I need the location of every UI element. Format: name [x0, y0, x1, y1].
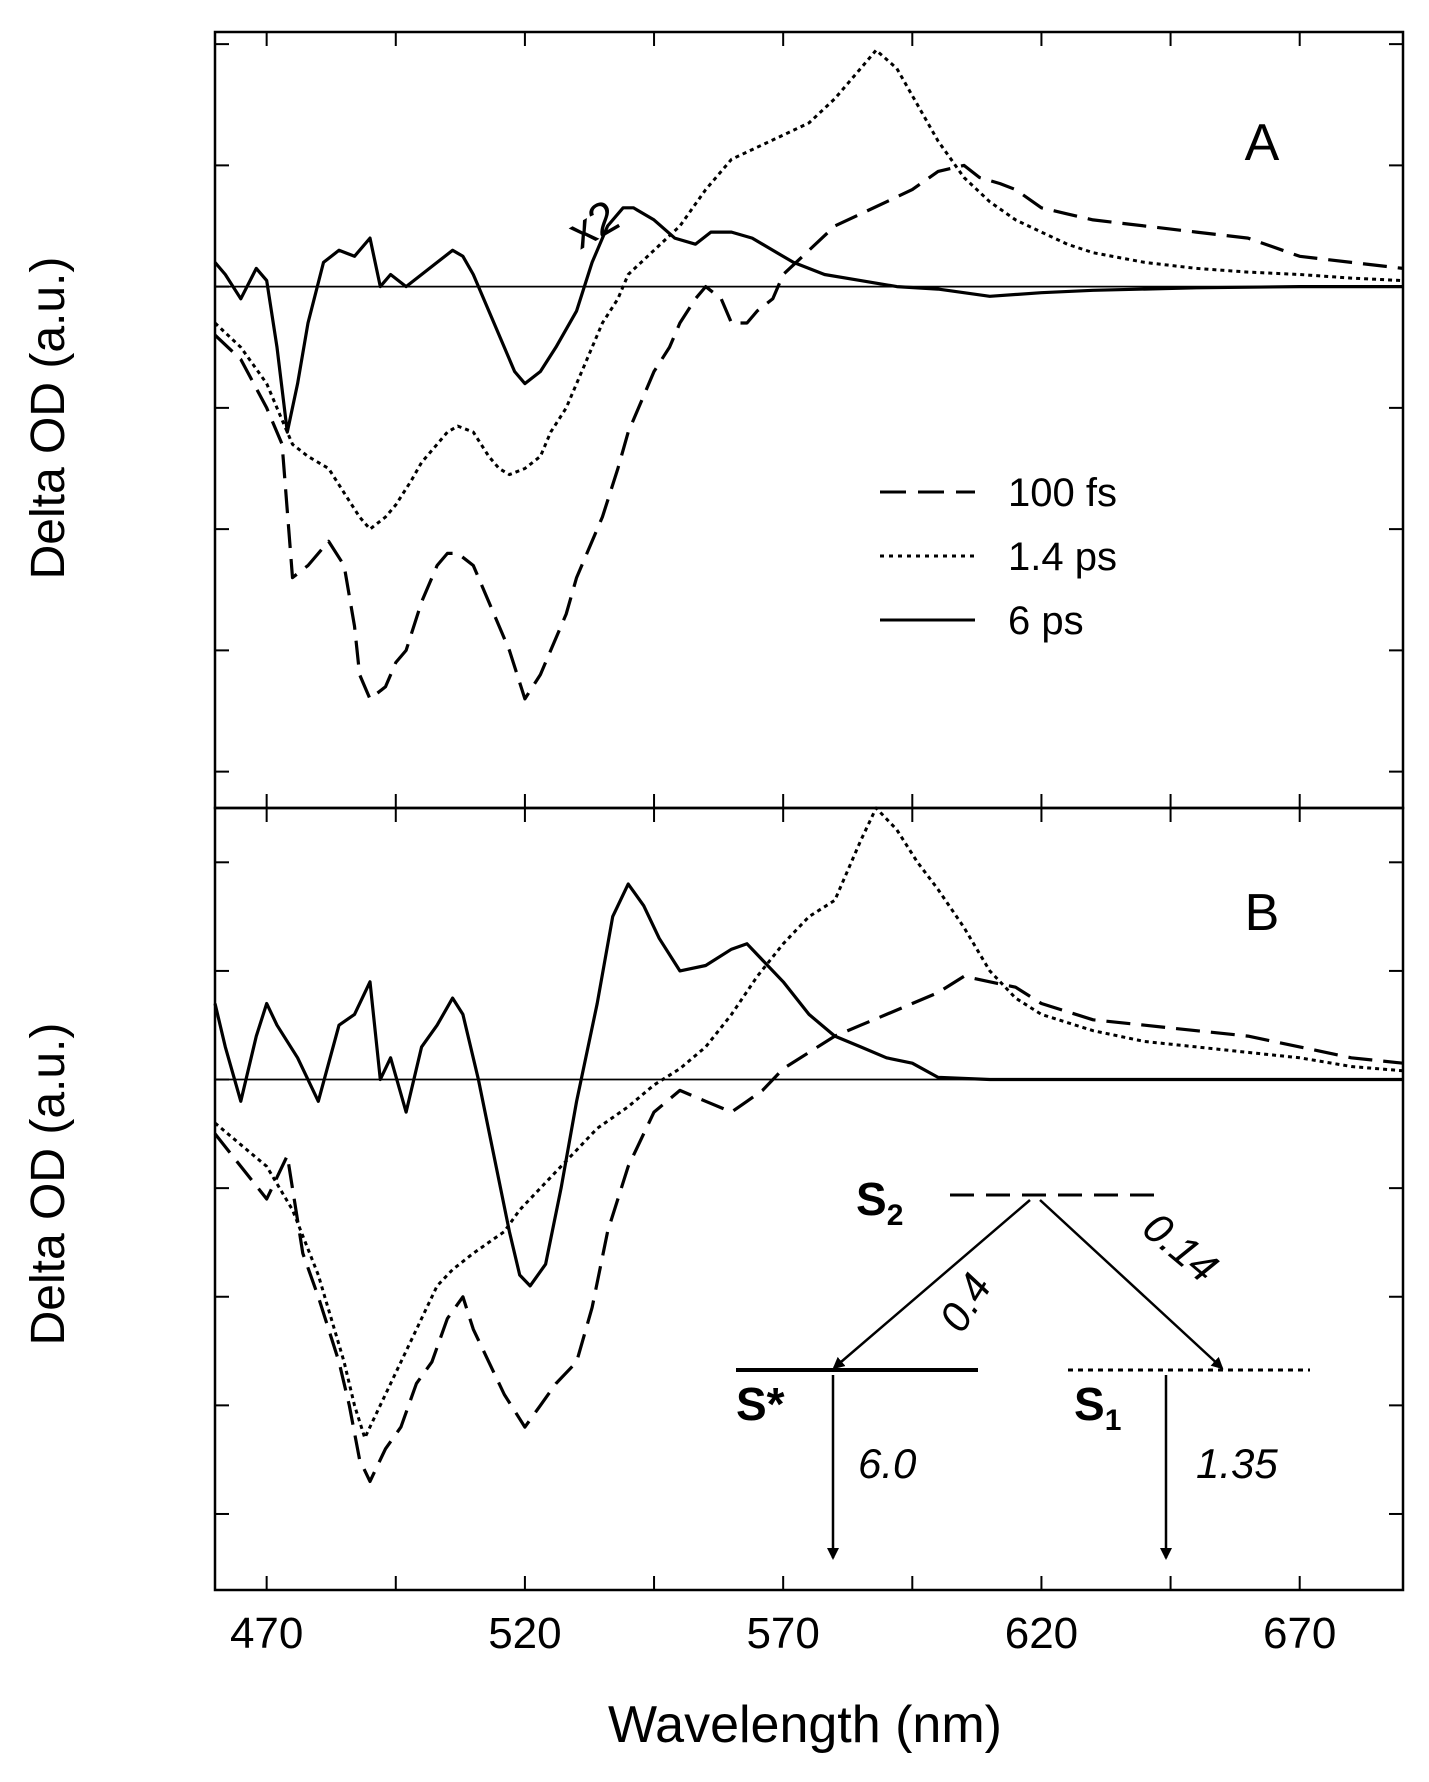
energy-level-diagram: S2 S* S1 0.4 0.14 6.0 1.35 — [736, 1173, 1310, 1560]
series-line-b-1-4-ps — [214, 806, 1404, 1440]
plot-frame-a — [213, 30, 1405, 810]
rate-6-0: 6.0 — [858, 1440, 917, 1487]
x-tick-label-520: 520 — [488, 1609, 561, 1658]
legend-label-6ps: 6 ps — [1008, 599, 1084, 643]
panel-a-label: A — [1245, 114, 1280, 172]
series-line-a-100-fs — [213, 163, 1404, 701]
rate-0-14: 0.14 — [1134, 1203, 1227, 1292]
y-axis-label-top: Delta OD (a.u.) — [22, 257, 75, 580]
y-axis-label-bottom: Delta OD (a.u.) — [22, 1023, 75, 1346]
series-line-a-1-4-ps — [213, 48, 1404, 531]
rate-1-35: 1.35 — [1196, 1440, 1278, 1487]
x-tick-label-620: 620 — [1005, 1609, 1078, 1658]
legend-label-1-4ps: 1.4 ps — [1008, 535, 1117, 579]
series-line-b-6-ps — [213, 882, 1403, 1288]
legend: 100 fs 1.4 ps 6 ps — [880, 471, 1117, 643]
arrow-s2-to-s1 — [1039, 1199, 1224, 1370]
panel-b-label: B — [1245, 884, 1280, 942]
level-label-sstar: S* — [736, 1378, 785, 1430]
x-axis-label: Wavelength (nm) — [608, 1696, 1002, 1754]
x-tick-label-670: 670 — [1263, 1609, 1336, 1658]
series-line-a-6-ps — [213, 206, 1403, 434]
arrow-s2-to-sstar — [832, 1199, 1031, 1370]
x-tick-label-570: 570 — [746, 1609, 819, 1658]
panel-b: 470 520 570 620 670 — [213, 806, 1405, 1658]
legend-label-100fs: 100 fs — [1008, 471, 1117, 515]
level-label-s2: S2 — [856, 1173, 903, 1232]
x-tick-label-470: 470 — [230, 1609, 303, 1658]
panel-a — [213, 30, 1405, 810]
level-label-s1: S1 — [1074, 1378, 1121, 1437]
annotation-x2: x2 — [559, 189, 627, 258]
series-line-b-100-fs — [213, 974, 1404, 1484]
plot-frame-b — [213, 806, 1405, 1592]
